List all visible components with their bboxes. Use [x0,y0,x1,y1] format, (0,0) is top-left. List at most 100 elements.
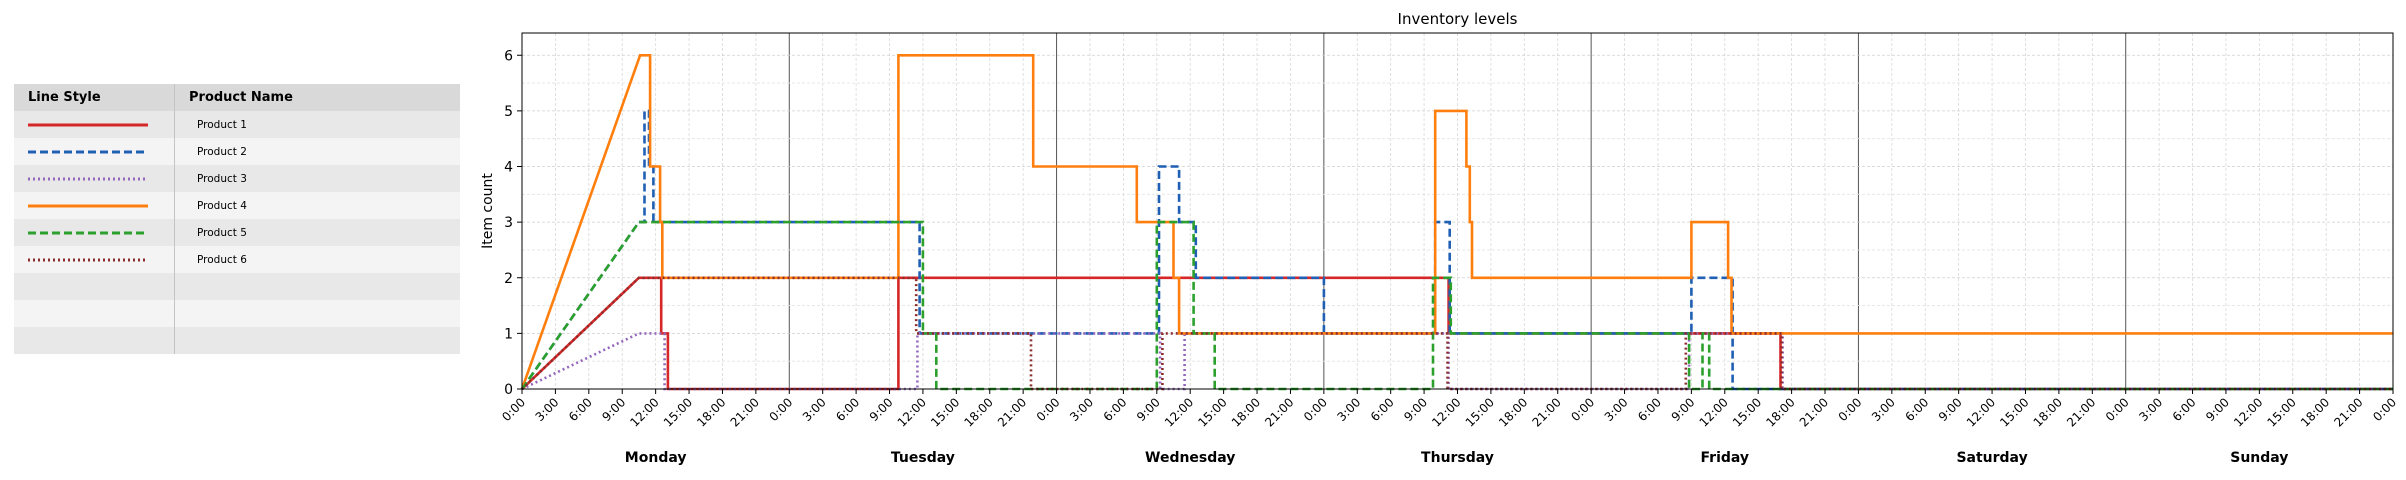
x-tick-label: 15:00 [661,395,695,429]
x-tick-label: 15:00 [928,395,962,429]
x-tick-label: 9:00 [1936,395,1965,424]
x-tick-label: 12:00 [2231,395,2265,429]
legend-name-cell [174,300,460,327]
x-tick-label: 0:00 [766,395,795,424]
legend-header-row: Line Style Product Name [14,84,460,111]
series-line-product-5 [520,220,2393,391]
x-tick-label: 12:00 [895,395,929,429]
day-label-wednesday: Wednesday [1145,450,1235,466]
x-tick-label: 12:00 [1162,395,1196,429]
legend-panel: Line Style Product Name Product 1 Product… [14,84,460,354]
x-tick-label: 12:00 [1697,395,1731,429]
legend-header-style: Line Style [14,84,175,111]
x-tick-label: 15:00 [1730,395,1764,429]
x-tick-label: 9:00 [1669,395,1698,424]
legend-name-cell: Product 2 [174,138,460,165]
x-tick-label: 21:00 [1797,395,1831,429]
legend-style-cell [14,192,175,219]
x-tick-label: 3:00 [1602,395,1631,424]
x-tick-label: 6:00 [1101,395,1130,424]
legend-row: Product 1 [14,111,460,138]
y-tick-label: 2 [504,271,513,287]
legend-line-swatch [28,258,148,261]
x-tick-label: 6:00 [833,395,862,424]
x-tick-label: 15:00 [2265,395,2299,429]
x-tick-label: 6:00 [1635,395,1664,424]
x-tick-label: 18:00 [694,395,728,429]
x-tick-label: 3:00 [1067,395,1096,424]
x-tick-label: 3:00 [533,395,562,424]
legend-line-swatch [28,204,148,207]
legend-style-cell [14,273,175,300]
x-tick-label: 0:00 [1836,395,1865,424]
legend-row: Product 3 [14,165,460,192]
legend-line-swatch [28,177,148,180]
y-tick-label: 4 [504,160,513,176]
legend-name-cell: Product 4 [174,192,460,219]
y-axis: 0 1 2 3 4 5 6 [504,48,522,398]
x-tick-label: 0:00 [1034,395,1063,424]
x-tick-label: 21:00 [995,395,1029,429]
x-tick-label: 0:00 [499,395,528,424]
x-tick-label: 21:00 [2064,395,2098,429]
x-tick-label: 6:00 [2170,395,2199,424]
legend-name-cell: Product 6 [174,246,460,273]
legend-header-name: Product Name [174,84,460,111]
y-tick-label: 5 [504,104,513,120]
day-label-tuesday: Tuesday [891,450,955,466]
x-tick-label: 18:00 [1229,395,1263,429]
legend-style-cell [14,219,175,246]
legend-style-cell [14,300,175,327]
legend-line-swatch [28,123,148,126]
x-tick-label: 21:00 [2331,395,2365,429]
x-tick-label: 12:00 [1964,395,1998,429]
day-label-friday: Friday [1701,450,1750,466]
x-tick-label: 21:00 [728,395,762,429]
x-tick-label: 21:00 [1262,395,1296,429]
legend-style-cell [14,246,175,273]
legend-row: Product 4 [14,192,460,219]
day-label-thursday: Thursday [1421,450,1494,466]
y-tick-label: 1 [504,326,513,342]
x-tick-label: 3:00 [2136,395,2165,424]
x-tick-label: 3:00 [1334,395,1363,424]
x-tick-label: 9:00 [2203,395,2232,424]
x-tick-label: 3:00 [800,395,829,424]
legend-line-swatch [28,231,148,234]
legend-name-cell: Product 3 [174,165,460,192]
legend-name-cell: Product 1 [174,111,460,138]
x-tick-label: 9:00 [867,395,896,424]
legend-name-cell [174,273,460,300]
x-tick-label: 15:00 [1195,395,1229,429]
x-tick-label: 12:00 [627,395,661,429]
legend-row [14,300,460,327]
legend-rows: Product 1 Product 2 Product 3 Product 4 Prod… [14,111,460,354]
legend-row: Product 5 [14,219,460,246]
legend-style-cell [14,138,175,165]
chart-title: Inventory levels [1398,10,1518,28]
legend-name-cell [174,327,460,354]
x-tick-label: 0:00 [2370,395,2399,424]
legend-name-cell: Product 5 [174,219,460,246]
x-tick-label: 6:00 [1902,395,1931,424]
x-tick-label: 9:00 [1401,395,1430,424]
y-axis-label: Item count [480,173,496,249]
legend-row [14,327,460,354]
legend-style-cell [14,111,175,138]
x-tick-label: 12:00 [1429,395,1463,429]
legend-row: Product 6 [14,246,460,273]
day-label-monday: Monday [625,450,687,466]
x-tick-label: 18:00 [1496,395,1530,429]
x-tick-label: 6:00 [1368,395,1397,424]
x-tick-label: 18:00 [2298,395,2332,429]
legend-row [14,273,460,300]
x-tick-label: 3:00 [1869,395,1898,424]
x-tick-label: 15:00 [1997,395,2031,429]
y-tick-label: 0 [504,382,513,398]
legend-style-cell [14,165,175,192]
day-label-sunday: Sunday [2230,450,2288,466]
day-labels: Monday Tuesday Wednesday Thursday Friday Satu… [625,450,2289,466]
x-tick-label: 15:00 [1463,395,1497,429]
y-tick-label: 3 [504,215,513,231]
